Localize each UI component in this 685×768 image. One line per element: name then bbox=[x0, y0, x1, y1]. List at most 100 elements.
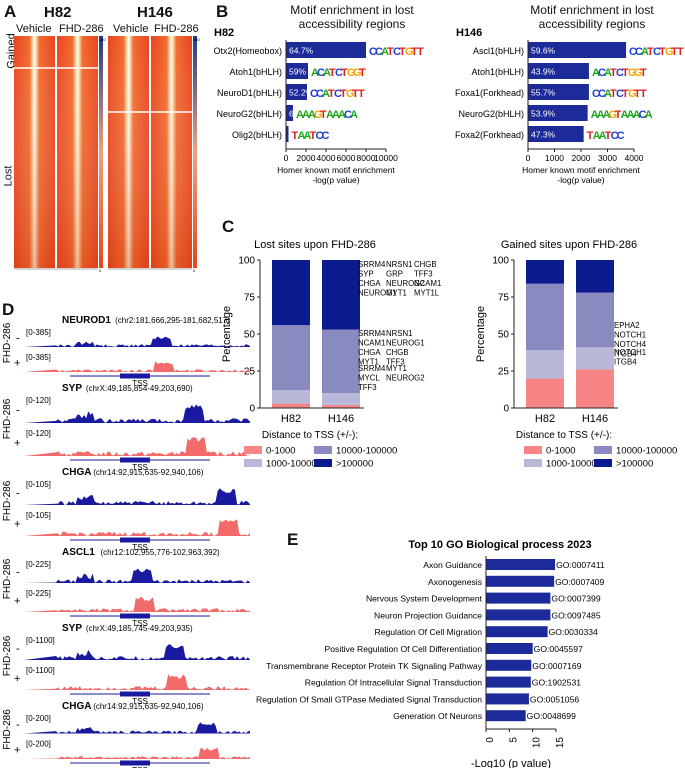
tss-legend-label: 10000-100000 bbox=[336, 446, 397, 457]
tss-legend-swatch bbox=[244, 446, 262, 454]
lost-mid-gene-label: CHGB bbox=[386, 348, 409, 357]
go-bar bbox=[486, 626, 548, 638]
go-x-tick-label: 15 bbox=[555, 737, 566, 749]
panel-c-letter: C bbox=[222, 217, 235, 236]
motif-logo-letter: A bbox=[621, 109, 629, 121]
track-range-plus: [0-1100] bbox=[26, 666, 55, 675]
h82-scale-low: 0 bbox=[99, 268, 102, 273]
motif-logo-letter: C bbox=[598, 88, 606, 100]
tss-legend-label: 10000-100000 bbox=[616, 446, 677, 457]
tss-category-label: H82 bbox=[281, 413, 301, 425]
go-xlabel: -Log10 (p value) bbox=[471, 758, 551, 768]
panel-d-letter: D bbox=[2, 300, 15, 319]
go-id-label: GO:0007169 bbox=[532, 661, 581, 671]
h146-scale-high: 150 bbox=[193, 37, 200, 42]
track-signal bbox=[24, 488, 250, 505]
heatmap-h82-title: H82 bbox=[44, 4, 72, 21]
heatmap-h146-vehicle-shade bbox=[108, 36, 149, 268]
go-id-label: GO:0007409 bbox=[555, 577, 604, 587]
go-bar bbox=[486, 609, 551, 621]
h82-vehicle-label: Vehicle bbox=[16, 23, 52, 35]
motif-xlabel-line1: Homer known motif enrichment bbox=[277, 165, 395, 175]
motif-category-label: NeuroG2(bHLH) bbox=[458, 109, 524, 119]
motif-logo-letter: T bbox=[359, 67, 366, 79]
motif-logo-letter: G bbox=[634, 67, 643, 79]
motif-logo-letter: A bbox=[308, 109, 316, 121]
lost-mid-gene-label: NRSN1 bbox=[386, 329, 412, 338]
motif-percent-label: 64.7% bbox=[289, 46, 314, 56]
track-gene-name: NEUROD1 bbox=[62, 315, 111, 326]
gene-model-exon bbox=[120, 613, 150, 619]
motif-x-tick-label: 3000 bbox=[598, 153, 617, 163]
tss-bar-segment bbox=[526, 350, 564, 379]
motif-logo-letter: C bbox=[393, 46, 401, 58]
tss-legend-swatch bbox=[314, 459, 332, 467]
go-category-label: Regulation Of Cell Migration bbox=[375, 627, 483, 637]
track-coords: (chrX:49,185,745-49,203,935) bbox=[86, 624, 193, 633]
motif-logo-letter: C bbox=[616, 67, 624, 79]
motif-logo-letter: C bbox=[653, 46, 661, 58]
motif-bar bbox=[528, 63, 589, 79]
track-gene-name: CHGA bbox=[62, 467, 91, 478]
motif-logo-letter: T bbox=[634, 88, 641, 100]
heatmap-h82-vehicle-shade bbox=[14, 36, 55, 268]
motif-bar bbox=[286, 84, 307, 100]
track-treatment-label: FHD-286 bbox=[2, 398, 13, 439]
motif-logo-letter: C bbox=[369, 46, 377, 58]
motif-category-label: Otx2(Homeobox) bbox=[213, 46, 282, 56]
motif-logo-letter: G bbox=[353, 67, 362, 79]
go-id-label: GO:0007399 bbox=[551, 594, 600, 604]
motif-logo-letter: A bbox=[304, 130, 312, 142]
track-gene-name: SYP bbox=[62, 383, 82, 394]
lost-far-gene-label: NCAM1 bbox=[414, 279, 441, 288]
gene-model-exon bbox=[120, 537, 150, 543]
go-id-label: GO:0030334 bbox=[549, 627, 598, 637]
lost-far-gene-label: SRRM4 bbox=[358, 260, 386, 269]
h82-colorscale bbox=[99, 36, 103, 268]
tss-chart-title: Gained sites upon FHD-286 bbox=[501, 239, 637, 251]
track-minus-sign: - bbox=[16, 333, 20, 345]
motif-bar bbox=[528, 84, 589, 100]
motif-logo-letter: A bbox=[311, 67, 319, 79]
panel-a-letter: A bbox=[4, 2, 17, 21]
motif-bar bbox=[286, 105, 293, 121]
tss-ylabel: Percentage bbox=[221, 306, 233, 362]
tss-bar-segment bbox=[526, 260, 564, 284]
lost-far-gene-label: SYP bbox=[358, 270, 374, 279]
motif-logo-letter: T bbox=[659, 46, 666, 58]
motif-logo-letter: A bbox=[645, 109, 653, 121]
motif-percent-label: 59% bbox=[289, 67, 306, 77]
go-category-label: Generation Of Neurons bbox=[393, 711, 482, 721]
tss-label: TSS bbox=[132, 543, 148, 552]
h82-fhd-label: FHD-286 bbox=[59, 23, 104, 35]
motif-logo-letter: T bbox=[292, 130, 299, 142]
track-coords: (chr2:181,666,295-181,682,517) bbox=[115, 316, 230, 325]
tss-legend-label: >100000 bbox=[336, 459, 373, 470]
track-signal bbox=[24, 568, 250, 583]
go-id-label: GO:0048699 bbox=[527, 711, 576, 721]
track-treatment-label: FHD-286 bbox=[2, 558, 13, 599]
motif-logo-letter: C bbox=[310, 88, 318, 100]
track-signal bbox=[24, 644, 250, 660]
tss-legend-label: 1000-10000 bbox=[546, 459, 597, 470]
motif-logo-letter: T bbox=[352, 88, 359, 100]
go-bar bbox=[486, 676, 531, 688]
motif-x-tick-label: 2000 bbox=[297, 153, 316, 163]
motif-logo-letter: G bbox=[665, 46, 674, 58]
go-id-label: GO:0007411 bbox=[556, 560, 605, 570]
motif-logo-letter: A bbox=[627, 109, 635, 121]
motif-x-tick-label: 0 bbox=[284, 153, 289, 163]
motif-logo-letter: A bbox=[603, 109, 611, 121]
go-bar bbox=[486, 575, 555, 587]
go-category-label: Axonogenesis bbox=[428, 577, 482, 587]
tss-legend-label: 0-1000 bbox=[546, 446, 576, 457]
tss-label: TSS bbox=[132, 379, 148, 388]
motif-logo-letter: A bbox=[604, 88, 612, 100]
tss-category-label: H146 bbox=[582, 413, 608, 425]
motif-logo-letter: G bbox=[628, 67, 637, 79]
track-range-minus: [0-120] bbox=[26, 396, 51, 405]
